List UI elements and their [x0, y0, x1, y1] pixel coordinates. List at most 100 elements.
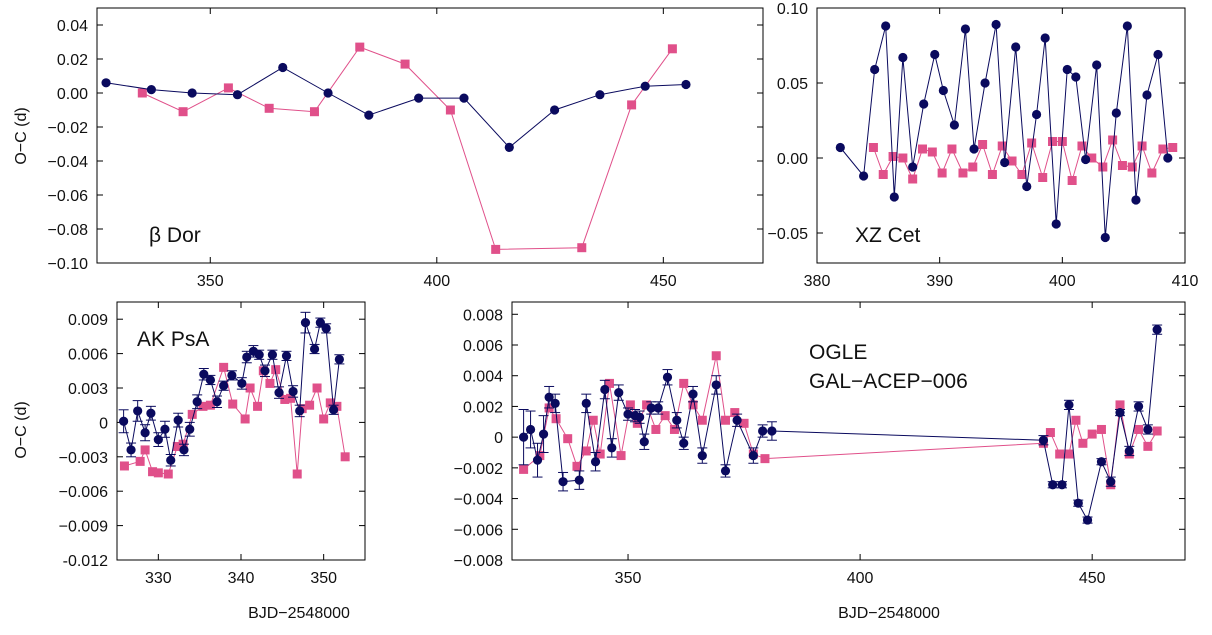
y-tick-label: 0 [99, 415, 108, 432]
data-point-circle [898, 53, 907, 62]
data-point-square [617, 451, 626, 460]
data-point-circle [939, 86, 948, 95]
data-point-circle [908, 162, 917, 171]
data-point-circle [1153, 50, 1162, 59]
data-point-square [760, 454, 769, 463]
data-point-circle [278, 63, 287, 72]
panel-0: 350 400 450 −0.10 −0.08 −0.06 −0.04 −0.02 0.00 0.… [13, 8, 763, 290]
data-point-square [958, 169, 967, 178]
data-point-square [188, 410, 197, 419]
data-point-square [1064, 450, 1073, 459]
data-point-square [491, 245, 500, 254]
data-point-circle [188, 88, 197, 97]
data-point-square [670, 425, 679, 434]
data-point-circle [255, 350, 264, 359]
data-point-circle [519, 433, 528, 442]
data-point-square [1077, 142, 1086, 151]
data-point-circle [1064, 400, 1073, 409]
data-point-square [1017, 170, 1026, 179]
data-point-square [1153, 427, 1162, 436]
data-point-square [1147, 169, 1156, 178]
data-point-circle [154, 435, 163, 444]
data-point-square [313, 384, 322, 393]
data-point-circle [174, 416, 183, 425]
data-point-circle [1081, 155, 1090, 164]
data-point-circle [870, 65, 879, 74]
data-point-circle [635, 413, 644, 422]
data-point-square [1071, 416, 1080, 425]
x-tick-label: 450 [650, 273, 677, 290]
y-tick-label: 0.004 [463, 369, 503, 386]
data-point-square [224, 83, 233, 92]
data-point-square [938, 169, 947, 178]
data-point-circle [146, 409, 155, 418]
x-tick-label: 350 [197, 273, 224, 290]
data-point-circle [539, 429, 548, 438]
data-point-circle [335, 355, 344, 364]
data-point-circle [654, 403, 663, 412]
data-point-circle [607, 443, 616, 452]
y-tick-label: 0.002 [463, 399, 503, 416]
data-point-circle [550, 105, 559, 114]
data-point-circle [1115, 408, 1124, 417]
data-point-square [138, 89, 147, 98]
data-point-square [988, 170, 997, 179]
y-tick-label: 0.00 [57, 86, 88, 103]
data-point-circle [1134, 402, 1143, 411]
data-point-circle [179, 445, 188, 454]
data-point-square [319, 414, 328, 423]
data-point-square [219, 363, 228, 372]
data-point-square [265, 104, 274, 113]
x-axis-title: BJD−2548000 [248, 605, 350, 622]
y-tick-label: 0.006 [463, 338, 503, 355]
y-tick-label: −0.004 [454, 492, 503, 509]
data-point-square [1097, 425, 1106, 434]
data-point-square [721, 416, 730, 425]
data-point-circle [1063, 65, 1072, 74]
data-point-circle [640, 437, 649, 446]
data-point-square [968, 163, 977, 172]
data-point-circle [268, 350, 277, 359]
data-point-circle [614, 388, 623, 397]
data-point-circle [193, 397, 202, 406]
y-axis-title: O−C (d) [13, 107, 30, 164]
data-point-square [1168, 143, 1177, 152]
data-point-square [1068, 176, 1077, 185]
y-tick-label: 0.02 [57, 52, 88, 69]
data-point-square [355, 43, 364, 52]
x-axis-title: BJD−2548000 [838, 605, 940, 622]
data-point-circle [1011, 42, 1020, 51]
y-tick-label: −0.008 [454, 553, 503, 570]
data-point-circle [582, 399, 591, 408]
data-point-circle [681, 80, 690, 89]
panel-2: 330 340 350 -0.012 −0.009 −0.006 −0.003 0 0.003 0… [13, 302, 365, 622]
data-point-square [1108, 136, 1117, 145]
data-point-circle [1039, 436, 1048, 445]
data-point-circle [1032, 110, 1041, 119]
series-line-circle [106, 68, 686, 148]
data-point-circle [227, 371, 236, 380]
data-point-circle [274, 388, 283, 397]
data-point-square [730, 408, 739, 417]
data-point-circle [141, 428, 150, 437]
data-point-circle [329, 405, 338, 414]
y-tick-label: −0.006 [454, 522, 503, 539]
data-point-circle [1022, 182, 1031, 191]
data-point-circle [749, 451, 758, 460]
data-point-circle [1153, 325, 1162, 334]
y-tick-label: −0.06 [48, 188, 89, 205]
data-point-circle [930, 50, 939, 59]
data-point-square [668, 44, 677, 53]
y-tick-label: −0.009 [59, 519, 108, 536]
data-point-square [305, 401, 314, 410]
data-point-circle [147, 85, 156, 94]
data-point-circle [1125, 446, 1134, 455]
x-tick-label: 410 [1172, 273, 1199, 290]
data-point-circle [961, 24, 970, 33]
data-point-square [869, 143, 878, 152]
data-point-circle [1083, 515, 1092, 524]
data-point-circle [233, 90, 242, 99]
data-point-square [1098, 163, 1107, 172]
data-point-square [918, 145, 927, 154]
y-tick-label: −0.002 [454, 461, 503, 478]
